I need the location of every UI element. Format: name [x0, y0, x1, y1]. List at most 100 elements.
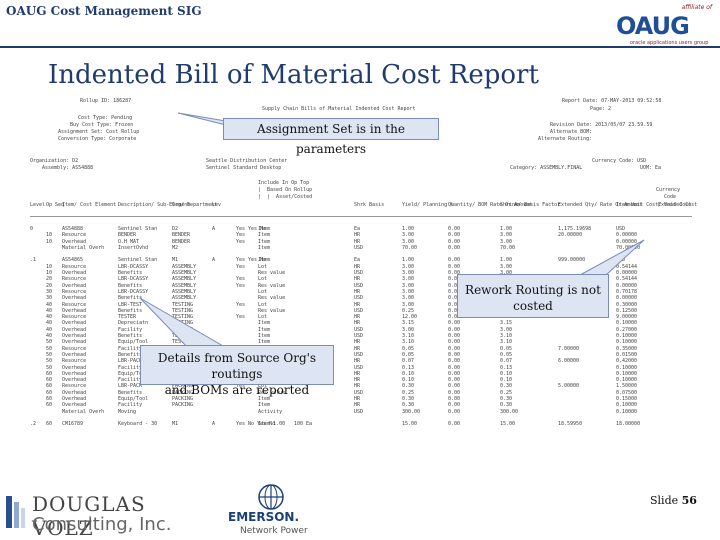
- tree-header-2: | Based On Rollup: [258, 187, 313, 193]
- table-cell: 0.00: [448, 364, 461, 371]
- table-cell: 0.30: [402, 383, 415, 390]
- table-cell: 40: [46, 314, 53, 321]
- table-cell: Lot: [258, 276, 268, 283]
- table-cell: 0.00000: [616, 232, 638, 239]
- table-cell: 0.00: [448, 320, 461, 327]
- table-cell: Res value: [258, 295, 286, 302]
- table-cell: Item: [258, 333, 271, 340]
- table-cell: 1,175.19698: [558, 226, 592, 232]
- table-row: Material Overh InsertOvhd M2 Item USD 70.00 0.…: [30, 245, 692, 251]
- douglas-volz-subtitle: Consulting, Inc.: [32, 514, 172, 535]
- table-cell: Moving: [118, 408, 137, 415]
- table-cell: 3.00: [500, 263, 513, 270]
- table-cell: AS54888: [62, 226, 84, 232]
- column-header: Extended Cost: [658, 202, 698, 208]
- table-cell: 0.54144: [616, 276, 638, 283]
- table-cell: 3.10: [500, 339, 513, 346]
- table-cell: 60: [46, 377, 53, 384]
- table-cell: Yes: [236, 276, 246, 283]
- table-row: 10 Overhead Benefits ASSEMBLY Res value USD 3.…: [30, 270, 692, 276]
- table-cell: HR: [354, 276, 361, 283]
- currency-column-label: Currency: [656, 187, 681, 193]
- table-row: 60 Overhead Equip/Tool PACKING Item HR 0.30 0.0…: [30, 396, 692, 402]
- table-cell: Yes Yes No: [236, 257, 267, 264]
- table-cell: 70.00: [500, 244, 516, 251]
- table-row: 10 Resource LBR-DCASSY ASSEMBLY Yes Lot HR 3.00…: [30, 264, 692, 270]
- table-cell: LBR-DCASSY: [118, 276, 149, 283]
- table-cell: Benefits: [118, 270, 143, 277]
- table-cell: BENDER: [172, 232, 191, 239]
- emerson-logo: EMERSON. Network Power: [228, 484, 328, 538]
- table-cell: 20.00000: [558, 232, 583, 239]
- table-cell: 3.00: [402, 238, 415, 245]
- table-cell: TESTER: [118, 314, 137, 321]
- column-header: Org/ Department: [172, 202, 218, 208]
- table-cell: 0.07: [500, 358, 513, 365]
- table-cell: Overhead: [62, 389, 87, 396]
- table-cell: Benefits: [118, 307, 143, 314]
- table-cell: 1.00: [402, 257, 415, 264]
- table-cell: 0.00: [448, 238, 461, 245]
- table-cell: Ea: [354, 226, 361, 232]
- table-cell: Overhead: [62, 320, 87, 327]
- table-cell: 40: [46, 307, 53, 314]
- table-cell: 10: [46, 238, 53, 245]
- table-cell: 0.00: [448, 263, 461, 270]
- table-cell: 60: [46, 396, 53, 403]
- table-cell: USD: [354, 282, 364, 289]
- table-cell: Yes: [236, 282, 246, 289]
- table-cell: 0.10000: [616, 408, 638, 415]
- buy-cost-type: Buy Cost Type: Frozen: [70, 122, 134, 128]
- table-cell: 20: [46, 282, 53, 289]
- table-cell: ASSEMBLY: [172, 270, 197, 277]
- table-cell: 0.00: [448, 402, 461, 409]
- table-cell: Resource: [62, 314, 87, 321]
- rollup-id: Rollup ID: 186287: [80, 98, 132, 104]
- alternate-routing: Alternate Routing:: [538, 136, 593, 142]
- table-cell: 0.30: [500, 396, 513, 403]
- table-cell: 60: [46, 421, 53, 428]
- sig-title: OAUG Cost Management SIG: [6, 4, 202, 18]
- table-cell: Item 1.00: [258, 421, 286, 428]
- table-cell: Yes: [236, 314, 246, 321]
- table-cell: 3.00: [402, 295, 415, 302]
- table-cell: USD: [354, 244, 364, 251]
- table-cell: USD: [354, 351, 364, 358]
- table-cell: Yes No Yes No: [236, 421, 276, 428]
- table-cell: PACKING: [172, 389, 194, 396]
- table-cell: 0.00: [448, 345, 461, 352]
- table-cell: M2: [172, 244, 179, 251]
- table-cell: 0.00: [448, 383, 461, 390]
- table-cell: USD: [616, 226, 626, 232]
- table-cell: 0.12500: [616, 307, 638, 314]
- column-header: Op Seq: [46, 202, 65, 208]
- table-cell: 0.10000: [616, 364, 638, 371]
- table-cell: 15.00: [402, 421, 418, 428]
- table-cell: 300.00: [500, 408, 519, 415]
- table-cell: AS54865: [62, 257, 84, 264]
- table-cell: Yes: [236, 263, 246, 270]
- table-cell: Res value: [258, 307, 286, 314]
- table-cell: 0.25: [402, 389, 415, 396]
- table-cell: LBR-DCASSY: [118, 263, 149, 270]
- table-cell: Lot: [258, 301, 268, 308]
- table-cell: Resource: [62, 232, 87, 239]
- table-cell: HR: [354, 377, 361, 384]
- table-cell: 0.00: [448, 270, 461, 277]
- slide-number: Slide 56: [650, 494, 697, 507]
- table-cell: ASSEMBLY: [172, 263, 197, 270]
- oaug-affiliate-text: affiliate of: [681, 4, 712, 11]
- table-cell: HR: [354, 402, 361, 409]
- table-cell: .2: [30, 421, 37, 428]
- table-cell: 0.05: [500, 345, 513, 352]
- table-cell: ASSEMBLY: [172, 288, 197, 295]
- table-cell: 0.30: [402, 402, 415, 409]
- table-cell: Resource: [62, 345, 87, 352]
- table-cell: 40: [46, 333, 53, 340]
- table-cell: 10: [46, 232, 53, 239]
- revision-date: Revision Date: 2013/05/07 23.59.59: [550, 122, 653, 128]
- oaug-logo: affiliate of OAUG oracle applications us…: [612, 4, 716, 46]
- table-cell: 1.00: [500, 226, 513, 232]
- rework-callout-line2: costed: [513, 299, 553, 313]
